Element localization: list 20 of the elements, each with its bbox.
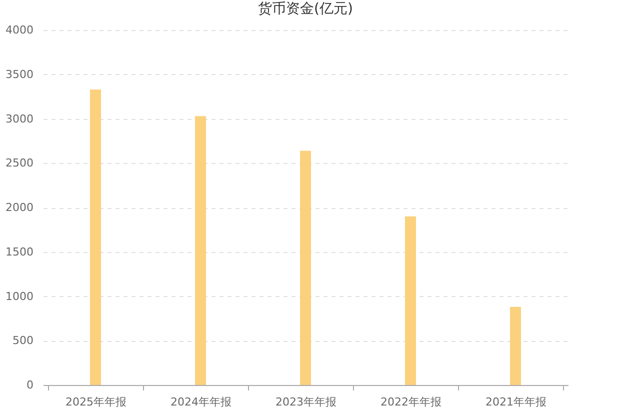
y-tick-label: 2000 xyxy=(6,201,34,214)
x-tick-label: 2025年年报 xyxy=(66,396,126,408)
y-tick-label: 1500 xyxy=(6,245,34,258)
y-tick-label: 4000 xyxy=(6,24,34,36)
x-tick-label: 2024年年报 xyxy=(170,396,232,408)
y-tick-label: 2500 xyxy=(6,156,34,170)
bar xyxy=(510,306,521,385)
bar xyxy=(300,150,311,385)
x-tick-label: 2021年年报 xyxy=(486,396,546,408)
y-tick-label: 0 xyxy=(26,378,34,392)
bar xyxy=(405,216,416,385)
bar xyxy=(90,89,101,385)
y-tick-label: 3000 xyxy=(6,112,34,126)
bar xyxy=(195,116,206,385)
x-tick-label: 2022年年报 xyxy=(380,396,442,408)
x-tick-label: 2023年年报 xyxy=(276,396,336,408)
y-tick-label: 500 xyxy=(12,334,34,348)
y-tick-label: 3500 xyxy=(6,68,34,81)
chart-title: 货币资金(亿元) xyxy=(258,1,353,17)
y-tick-label: 1000 xyxy=(6,290,34,303)
